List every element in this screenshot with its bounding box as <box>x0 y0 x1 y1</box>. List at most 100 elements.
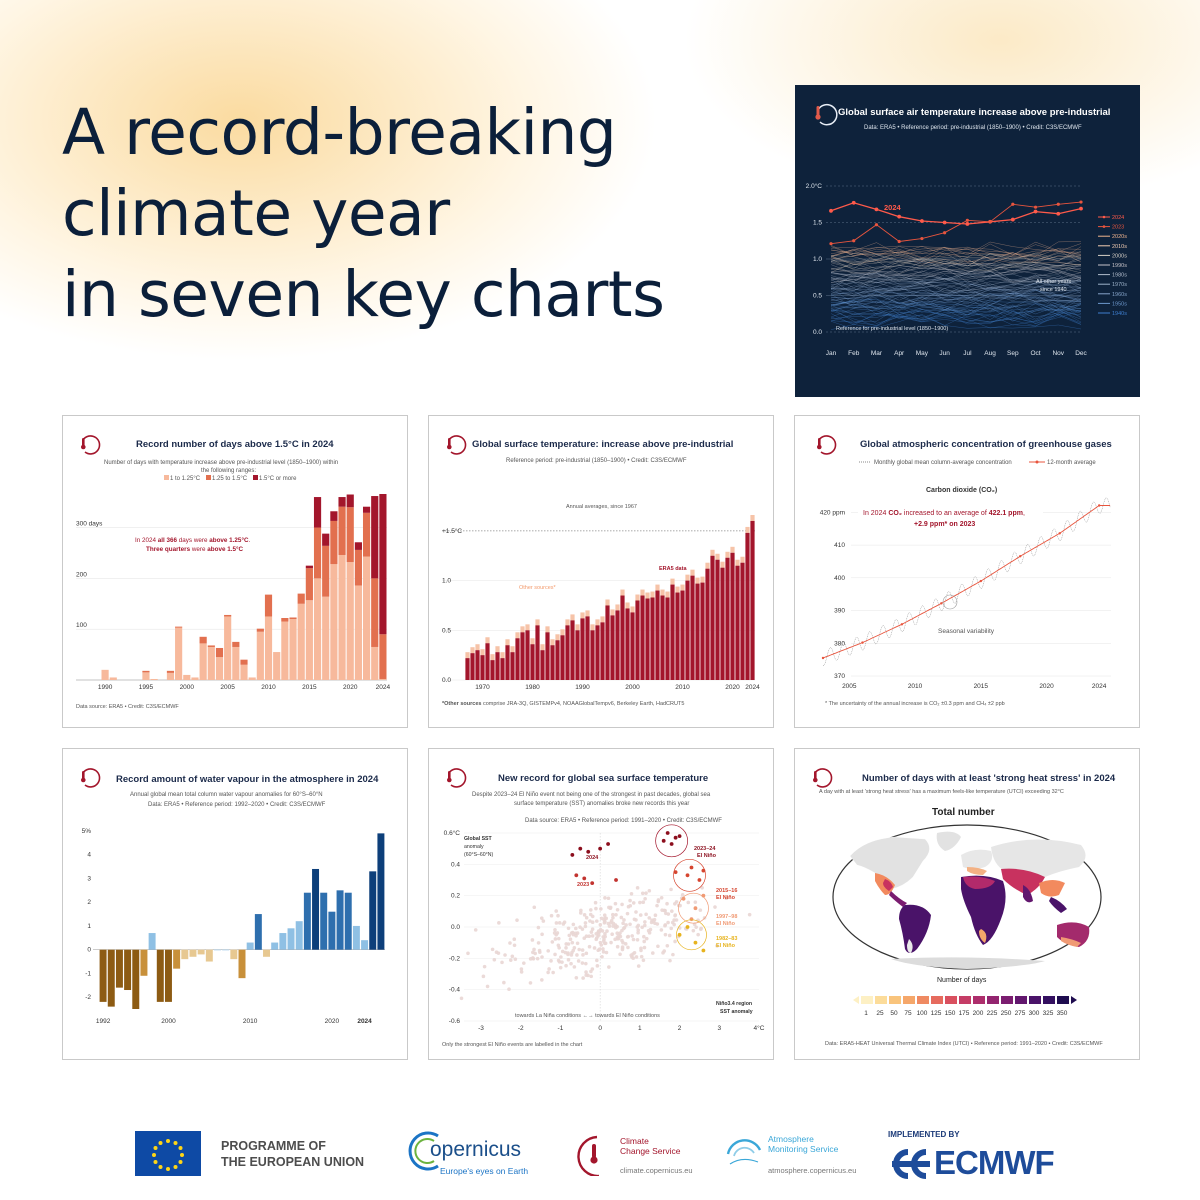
c3s-icon <box>813 768 833 788</box>
data-point <box>574 933 578 938</box>
seasonal-label: Seasonal variability <box>938 628 995 635</box>
bar <box>238 949 246 979</box>
data-point <box>539 916 544 920</box>
data-point <box>611 915 615 920</box>
background-year-line <box>830 248 1082 264</box>
bar-segment <box>289 617 297 620</box>
data-point <box>644 912 648 917</box>
bar <box>670 584 675 680</box>
bar <box>595 625 600 680</box>
ecmwf-logo[interactable]: ECMWF <box>886 1142 1076 1182</box>
thermometer-icon <box>815 103 838 126</box>
bar-segment <box>166 672 175 680</box>
data-point <box>671 952 675 957</box>
bar <box>590 630 595 680</box>
bar <box>320 892 328 950</box>
legend-swatch <box>959 996 971 1004</box>
data-point <box>575 953 579 957</box>
data-point <box>715 944 719 948</box>
label-el-nino: El Niño <box>716 943 736 949</box>
data-point <box>513 957 518 961</box>
other-sources-range <box>730 546 735 553</box>
data-point <box>550 940 555 944</box>
data-point <box>599 907 603 911</box>
x-ticks: 2005 2010 2015 2020 2024 <box>842 683 1107 690</box>
x-ticks: 1990 1995 2000 2005 2010 2015 2020 2024 <box>98 684 391 691</box>
legend-swatch <box>973 996 985 1004</box>
bar <box>214 949 221 951</box>
data-point <box>623 942 628 946</box>
bar <box>560 635 565 680</box>
bar <box>545 632 550 680</box>
highlight-point <box>693 906 698 911</box>
bar <box>650 597 655 680</box>
data-point <box>667 933 672 938</box>
y-tick: 2 <box>87 899 91 906</box>
other-sources-range <box>675 586 680 593</box>
data-point <box>554 932 558 937</box>
y-tick: 1.5 <box>813 220 822 227</box>
other-sources-range <box>535 619 540 626</box>
x-tick: 2000 <box>625 684 640 691</box>
y-tick: 5% <box>82 828 92 835</box>
legend-label: 1950s <box>1112 301 1127 307</box>
highlight-point <box>677 834 682 839</box>
data-point <box>629 891 634 896</box>
data-point <box>626 945 630 950</box>
data-point <box>554 909 559 913</box>
data-point <box>663 923 667 928</box>
data-point <box>1079 206 1083 211</box>
legend-value: 75 <box>904 1010 912 1017</box>
c3s-logo[interactable]: Climate Change Service climate.copernicu… <box>575 1132 705 1180</box>
data-point <box>628 898 632 903</box>
eu-stars <box>152 1139 184 1171</box>
grid <box>851 512 1111 677</box>
cams-logo[interactable]: Atmosphere Monitoring Service atmosphere… <box>724 1132 864 1180</box>
bar <box>189 949 197 957</box>
other-sources-range <box>640 589 645 596</box>
annotation-part: above 1.5°C <box>207 545 243 553</box>
label-el-nino: El Niño <box>697 853 717 859</box>
data-point <box>638 900 642 905</box>
annotation-part: In 2024 <box>863 510 888 517</box>
bar <box>540 650 545 680</box>
data-point <box>485 984 490 989</box>
data-point <box>603 896 607 900</box>
bar <box>515 638 520 680</box>
data-point <box>622 918 626 922</box>
chart-subtitle: Despite 2023–24 El Niño event not being … <box>472 792 711 798</box>
data-point <box>693 900 698 904</box>
other-sources-range <box>485 637 490 644</box>
annotation-since: since 1940 <box>1040 287 1067 293</box>
other-sources-range <box>740 556 745 563</box>
data-point <box>669 926 674 931</box>
bar <box>490 660 495 680</box>
bar <box>148 933 156 950</box>
data-point <box>651 919 656 924</box>
data-point <box>595 958 599 963</box>
data-point <box>829 242 833 246</box>
background-year-line <box>830 315 1082 330</box>
other-sources-range <box>655 584 660 591</box>
background-year-line <box>830 247 1082 260</box>
bar <box>205 949 213 962</box>
other-sources-range <box>500 652 505 659</box>
bar <box>279 933 287 950</box>
data-point <box>569 953 574 957</box>
data-point <box>874 207 879 212</box>
background-lines <box>830 241 1082 330</box>
highlight-point <box>689 865 694 870</box>
chart-footer: Data: ERA5-HEAT Universal Thermal Climat… <box>825 1041 1103 1047</box>
bar-segment <box>191 677 199 680</box>
bar <box>156 949 164 1002</box>
data-point <box>1011 202 1015 206</box>
copernicus-logo[interactable]: opernicus Europe's eyes on Earth <box>406 1128 536 1180</box>
data-point <box>620 946 625 950</box>
trend-point <box>1097 504 1101 507</box>
data-point <box>594 919 599 923</box>
bar <box>500 658 505 680</box>
x-tick: Jul <box>963 350 972 357</box>
annotation-part: days were <box>177 537 209 544</box>
other-sources-range <box>540 644 545 651</box>
highlight-point <box>693 940 698 945</box>
